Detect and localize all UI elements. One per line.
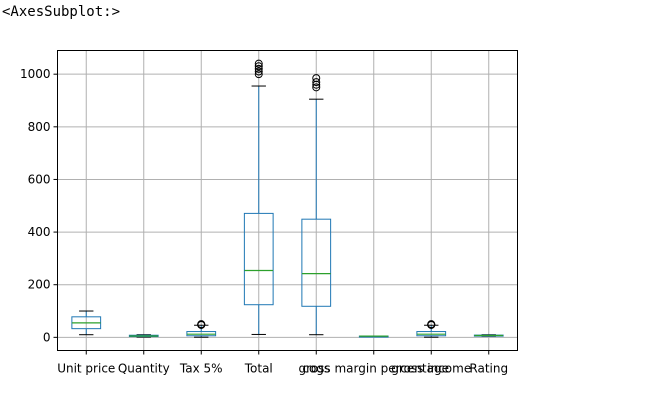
box-group — [301, 74, 332, 336]
box-group — [128, 334, 159, 338]
outlier-point — [254, 64, 263, 73]
x-tick-label: Tax 5% — [179, 362, 223, 376]
x-tick-label: Rating — [469, 362, 508, 376]
x-tick-label: Total — [244, 362, 273, 376]
outlier-point — [312, 74, 321, 83]
box-iqr — [243, 212, 274, 306]
x-tick-label: cogs — [302, 362, 330, 376]
grid-lines — [57, 50, 518, 351]
x-tick-label: gross income — [391, 362, 471, 376]
box-group — [71, 310, 102, 336]
y-tick-label: 800 — [28, 120, 51, 134]
x-tick-label: gross margin percentage — [299, 362, 449, 376]
outlier-point — [254, 70, 263, 79]
y-tick-label: 600 — [28, 172, 51, 186]
outlier-point — [312, 83, 321, 92]
outlier-point — [197, 320, 206, 329]
x-tick-label: Quantity — [118, 362, 170, 376]
y-tick-label: 0 — [43, 330, 51, 344]
outlier-point — [427, 320, 436, 329]
y-axis: 0 200 400 600 800 1000 — [20, 67, 58, 344]
box-group — [416, 320, 447, 338]
y-tick-label: 1000 — [20, 67, 51, 81]
box-iqr — [301, 218, 332, 307]
output-repr-text: <AxesSubplot:> — [2, 4, 121, 20]
outlier-point — [254, 59, 263, 68]
x-tick-label: Unit price — [57, 362, 115, 376]
box-group — [358, 335, 389, 338]
y-tick-label: 400 — [28, 225, 51, 239]
outlier-point — [312, 78, 321, 87]
box-group — [186, 320, 217, 338]
outlier-point — [254, 62, 263, 71]
box-group — [473, 334, 504, 337]
y-tick-label: 200 — [28, 278, 51, 292]
box-group — [243, 59, 274, 335]
plot-frame — [57, 50, 518, 351]
outlier-point — [254, 67, 263, 76]
boxes — [71, 59, 504, 338]
